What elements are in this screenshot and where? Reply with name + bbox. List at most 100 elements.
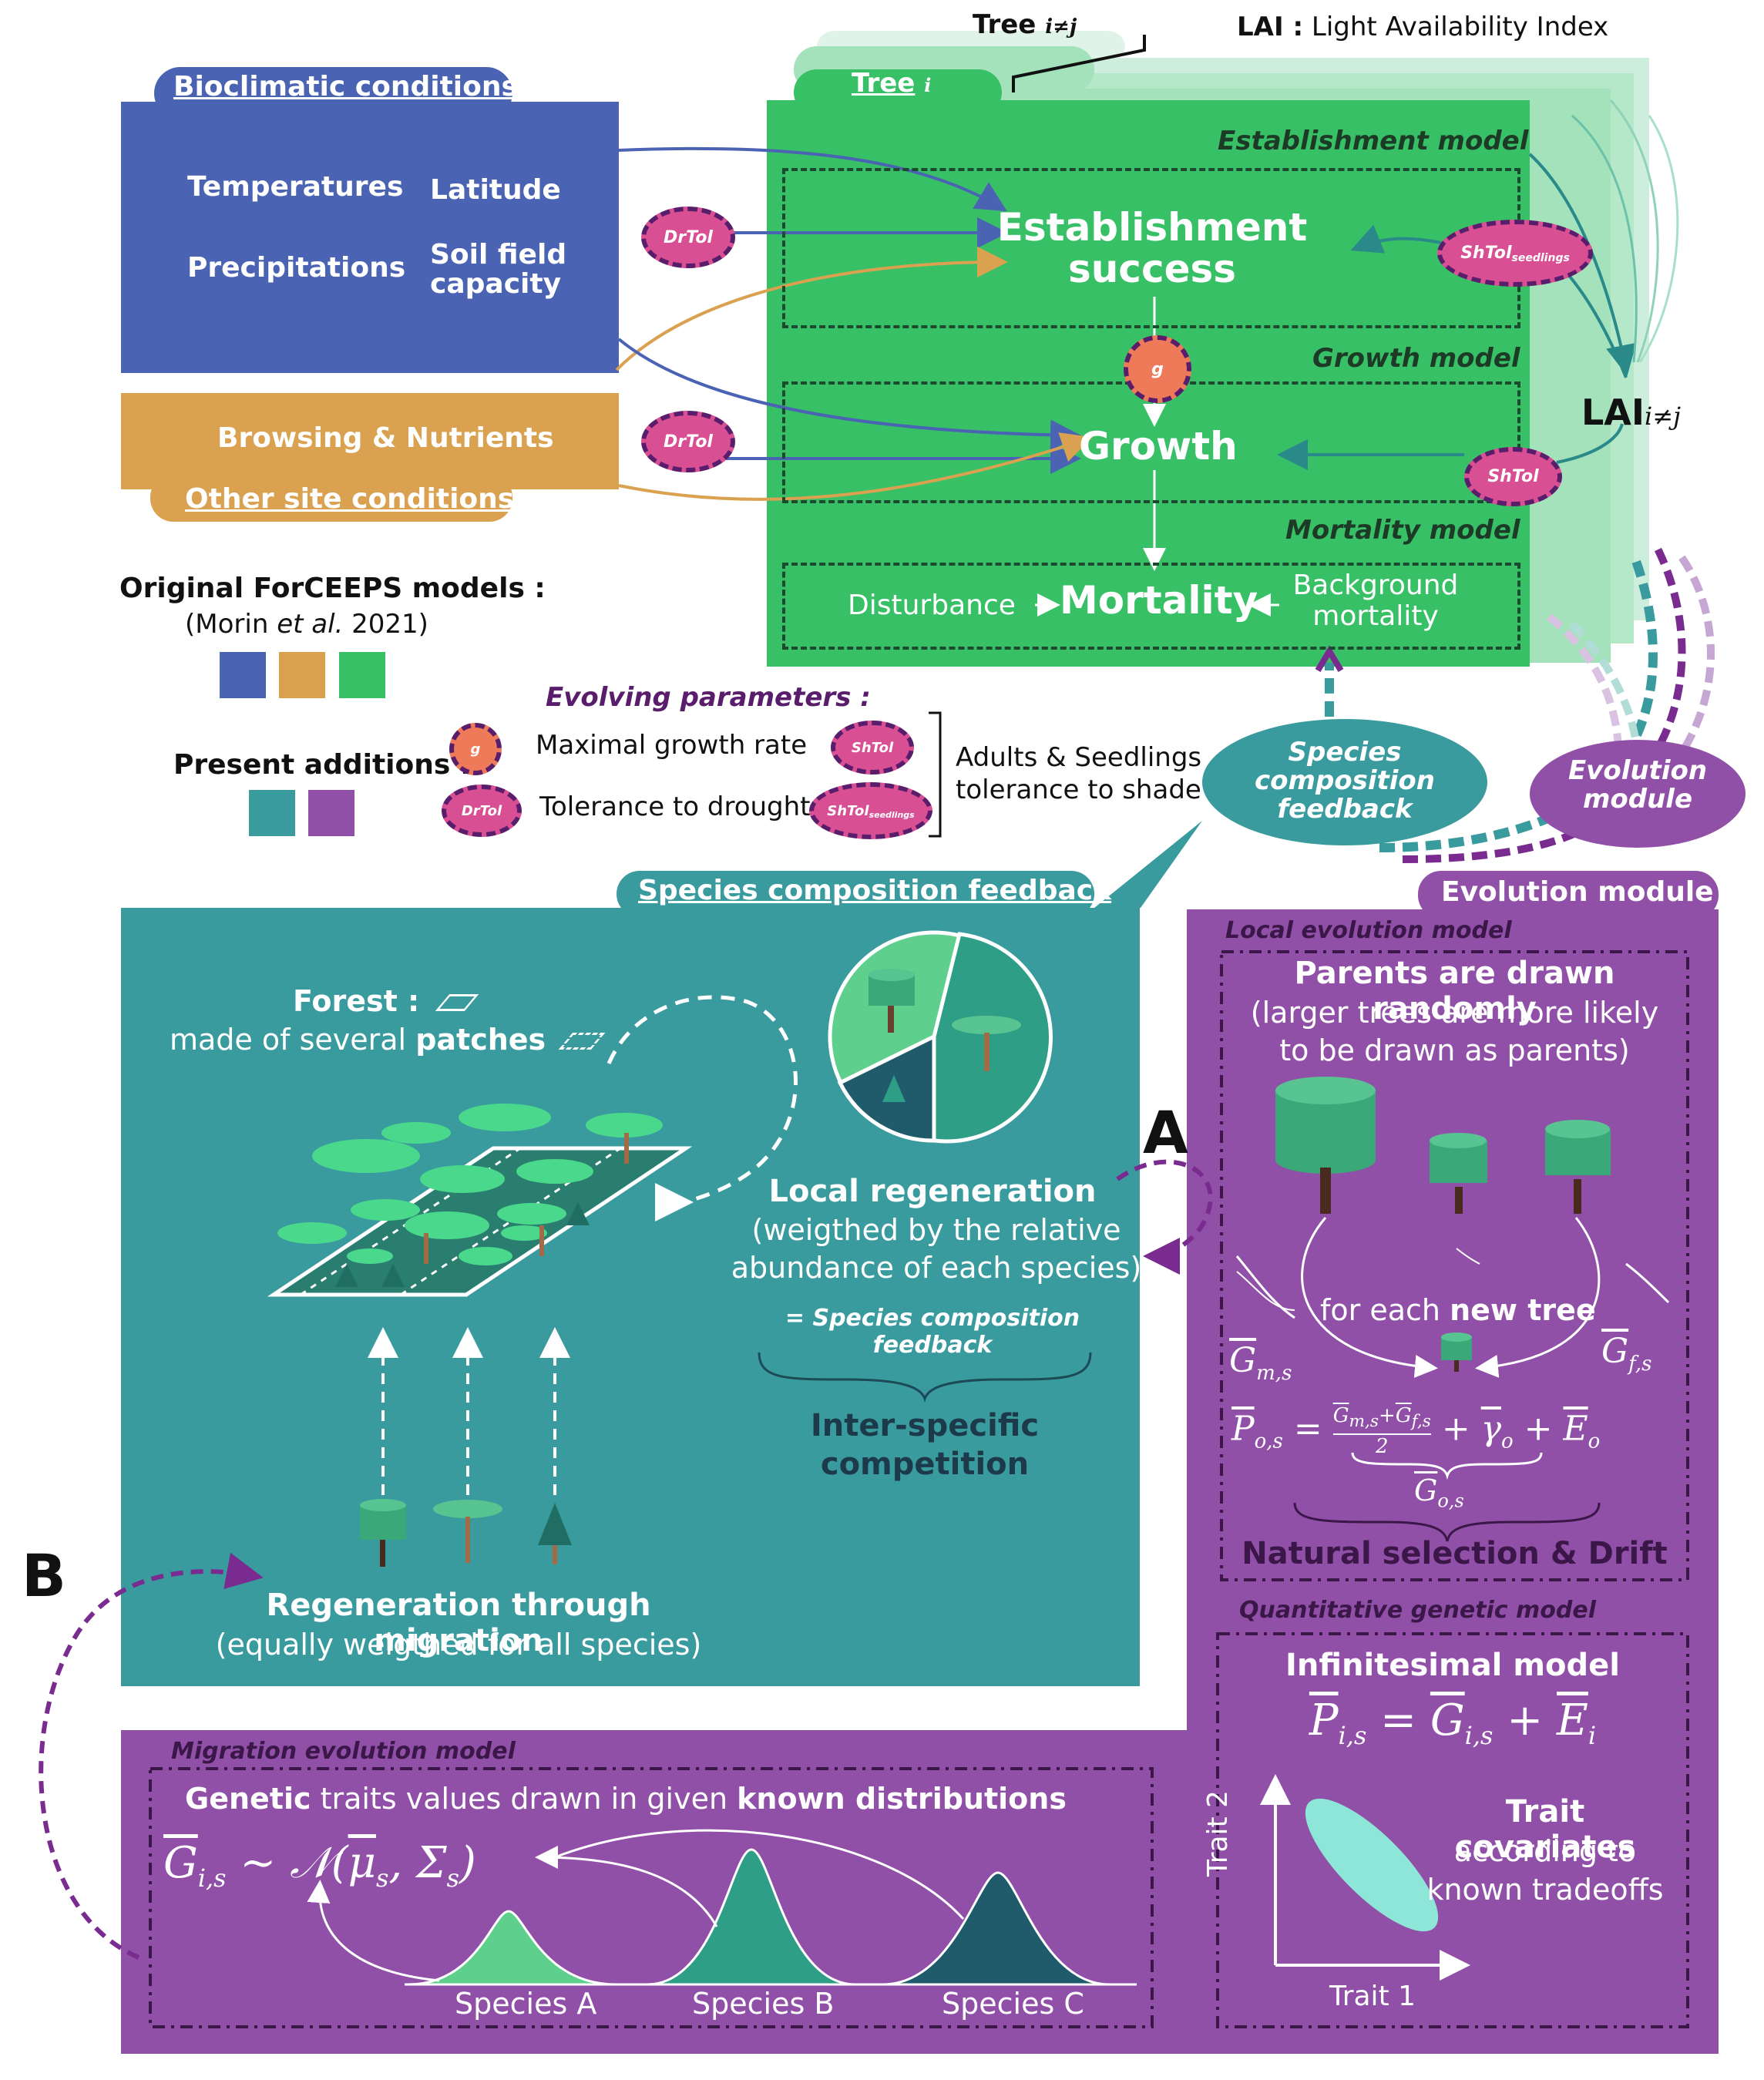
drought-label: Tolerance to drought [539,791,811,822]
establishment-line2: success [1067,247,1237,291]
g-badge-growth: g [1124,335,1191,403]
new-tree-bold: new tree [1450,1293,1596,1327]
weighted-text: (weigthed by the relative abundance of e… [721,1211,1152,1287]
adults-line1: Adults & Seedlings [956,742,1202,773]
parent-trees [1275,1077,1611,1214]
tree-j-subscript: i≠j [1045,15,1077,39]
present-additions-title: Present additions : [173,749,472,781]
according-line2: known tradeoffs [1426,1873,1664,1907]
shtol-seedlings-legend: ShTol seedlings [809,782,932,839]
made-of-patches: made of several patches [170,1023,606,1057]
mortality-box [782,563,1520,650]
site-box [121,393,619,489]
lai-legend: LAI : Light Availability Index [1237,12,1608,42]
shade-tolerance-label: Adults & Seedlings tolerance to shade [956,741,1201,806]
inter-line1: Inter-specific [810,1408,1040,1443]
pis-equation: Pi,s = Gi,s + Ei [1309,1695,1597,1751]
natural-selection-label: Natural selection & Drift [1242,1536,1668,1571]
equally-weighted: (equally weigthed for all species) [215,1628,702,1662]
tree-i-text: Tree [852,68,916,99]
according-line1: according to [1453,1834,1637,1868]
citation: (Morin et al. 2021) [185,609,428,640]
local-regen-title: Local regeneration [768,1174,1097,1209]
inter-line2: competition [820,1447,1030,1482]
gis-distribution-formula: Gi,s ~ 𝒩(μs, Σs) [163,1838,476,1894]
patches-bold: patches [415,1023,546,1057]
made-of-text: made of several [170,1023,416,1057]
establishment-success: Establishment success [979,207,1326,290]
tree-i-subscript: i [924,74,932,96]
lai-definition: Light Availability Index [1311,12,1609,42]
background-line2: mortality [1312,600,1439,632]
gm-formula: Gm,s [1229,1341,1292,1385]
soil-field-label: Soil field [430,239,567,271]
label-a: A [1143,1098,1188,1167]
gos-label: Go,s [1414,1473,1464,1512]
parents-title: Parents are drawn randomly [1294,956,1615,1027]
site-title: Other site conditions [185,483,515,515]
shtol-badge-legend: ShTol [831,721,914,775]
infinitesimal-title: Infinitesimal model [1285,1648,1620,1683]
gf-symbol: G [1601,1332,1629,1371]
drtol-badge-establishment: DrTol [641,207,735,268]
g-badge-legend: g [449,723,502,775]
species-bubble-l3: feedback [1277,794,1413,825]
mortality-model-title: Mortality model [1285,515,1520,546]
according-text: according to known tradeoffs [1410,1832,1680,1909]
species-bubble-l2: composition [1255,765,1435,796]
disturbance-label: Disturbance [848,590,1016,621]
for-each-new-tree: for each new tree [1320,1293,1596,1327]
weighted-line2: abundance of each species) [731,1251,1142,1285]
bioclimatic-title: Bioclimatic conditions [173,71,518,102]
traits-text: traits values drawn in given [311,1782,738,1816]
citation-post: 2021) [343,609,428,640]
species-pie-chart [828,930,1053,1144]
growth-label: Growth [1079,424,1238,469]
evolution-bubble-text: Evolution module [1541,757,1734,814]
regen-migration-title: Regeneration through migration [266,1588,651,1658]
shtol-badge-growth: ShTol [1464,447,1562,506]
temperatures-label: Temperatures [187,171,404,203]
species-bubble-text: Species composition feedback [1233,738,1457,824]
evolution-bubble [1530,740,1746,848]
trait1-axis-label: Trait 1 [1329,1981,1416,2012]
species-feedback-bubble [1202,719,1487,845]
forest-bold: Forest : [293,984,420,1018]
parents-line1: (larger trees are more likely [1250,996,1659,1030]
inter-specific-competition: Inter-specific competition [771,1406,1079,1484]
label-b: B [22,1541,66,1610]
shtol-seed-legend-sub: seedlings [869,809,915,820]
known-bold: known distributions [737,1782,1067,1816]
browsing-label: Browsing & Nutrients [217,422,554,454]
po-equation: Po,s = Gm,s+Gf,s 2 + γo + Eo [1231,1404,1601,1459]
genetic-traits-text: Genetic traits values drawn in given kno… [185,1782,1067,1816]
forest-patch-illustration [267,1104,693,1297]
po-symbol: P [1231,1409,1255,1449]
shtol-seed-text: ShTol [1460,244,1512,263]
mortality-label: Mortality [1060,578,1258,623]
adults-line2: tolerance to shade [956,775,1201,805]
lai-ij-text: LAI [1581,391,1645,433]
forest-label: Forest : [293,984,479,1018]
background-mortality: Background mortality [1283,570,1468,632]
evolution-bubble-l1: Evolution [1567,755,1708,786]
shtol-seedlings-badge: ShTol seedlings [1437,220,1593,287]
bioclimatic-box [121,102,619,373]
trait-ellipse [1305,1798,1439,1932]
evolution-bubble-l2: module [1582,784,1693,815]
local-evolution-model-title: Local evolution model [1225,917,1512,944]
species-a-label: Species A [455,1987,597,2021]
lai-ij-label: LAIi≠j [1581,391,1681,433]
capacity-label: capacity [430,268,562,300]
precipitations-label: Precipitations [187,252,406,284]
evolution-panel-title: Evolution module [1441,876,1714,908]
weighted-line1: (weigthed by the relative [751,1213,1121,1247]
tree-i-label: Tree i [852,68,931,99]
tree-j-label: Tree i≠j [973,9,1077,40]
shtol-seed-sub: seedlings [1511,251,1570,264]
quantitative-model-title: Quantitative genetic model [1239,1597,1596,1624]
species-bubble-l1: Species [1288,737,1402,768]
gm-subscript: m,s [1256,1361,1292,1385]
migration-model-title: Migration evolution model [171,1738,516,1765]
for-each-text: for each [1320,1293,1450,1327]
